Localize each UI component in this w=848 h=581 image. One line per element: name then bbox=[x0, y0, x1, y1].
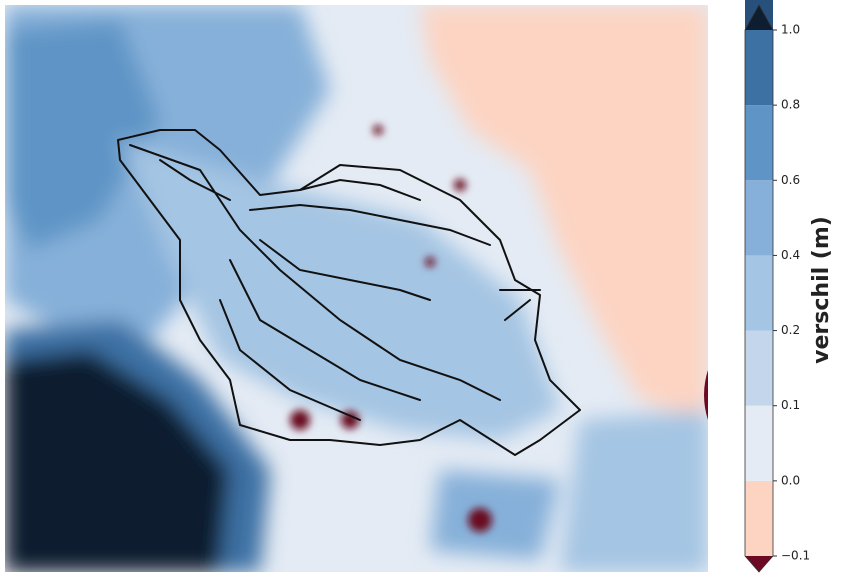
colorbar-tick-label: 0.8 bbox=[781, 98, 800, 112]
colorbar-band bbox=[745, 331, 773, 406]
map-figure: −0.1 0.0 0.1 0.2 0.4 0.6 0.8 1.0 verschil (m) bbox=[0, 0, 848, 577]
colorbar-band bbox=[745, 180, 773, 255]
colorbar-tick-label: 0.4 bbox=[781, 248, 800, 262]
colorbar-band bbox=[745, 406, 773, 481]
colorbar-tick-label: 1.0 bbox=[781, 23, 800, 37]
colorbar-band bbox=[745, 105, 773, 180]
colorbar-tick-label: 0.6 bbox=[781, 173, 800, 187]
colorbar-label: verschil (m) bbox=[809, 216, 834, 364]
colorbar-tick-label: 0.0 bbox=[781, 473, 800, 487]
colorbar-extend-under bbox=[745, 556, 773, 572]
colorbar-band bbox=[745, 255, 773, 330]
colorbar: −0.1 0.0 0.1 0.2 0.4 0.6 0.8 1.0 bbox=[745, 0, 810, 572]
colorbar-tick-label: 0.2 bbox=[781, 323, 800, 337]
colorbar-tick-label: 0.1 bbox=[781, 398, 800, 412]
colorbar-band bbox=[745, 30, 773, 105]
colorbar-tick-label: −0.1 bbox=[781, 549, 810, 563]
colorbar-band bbox=[745, 481, 773, 556]
map bbox=[5, 5, 708, 572]
